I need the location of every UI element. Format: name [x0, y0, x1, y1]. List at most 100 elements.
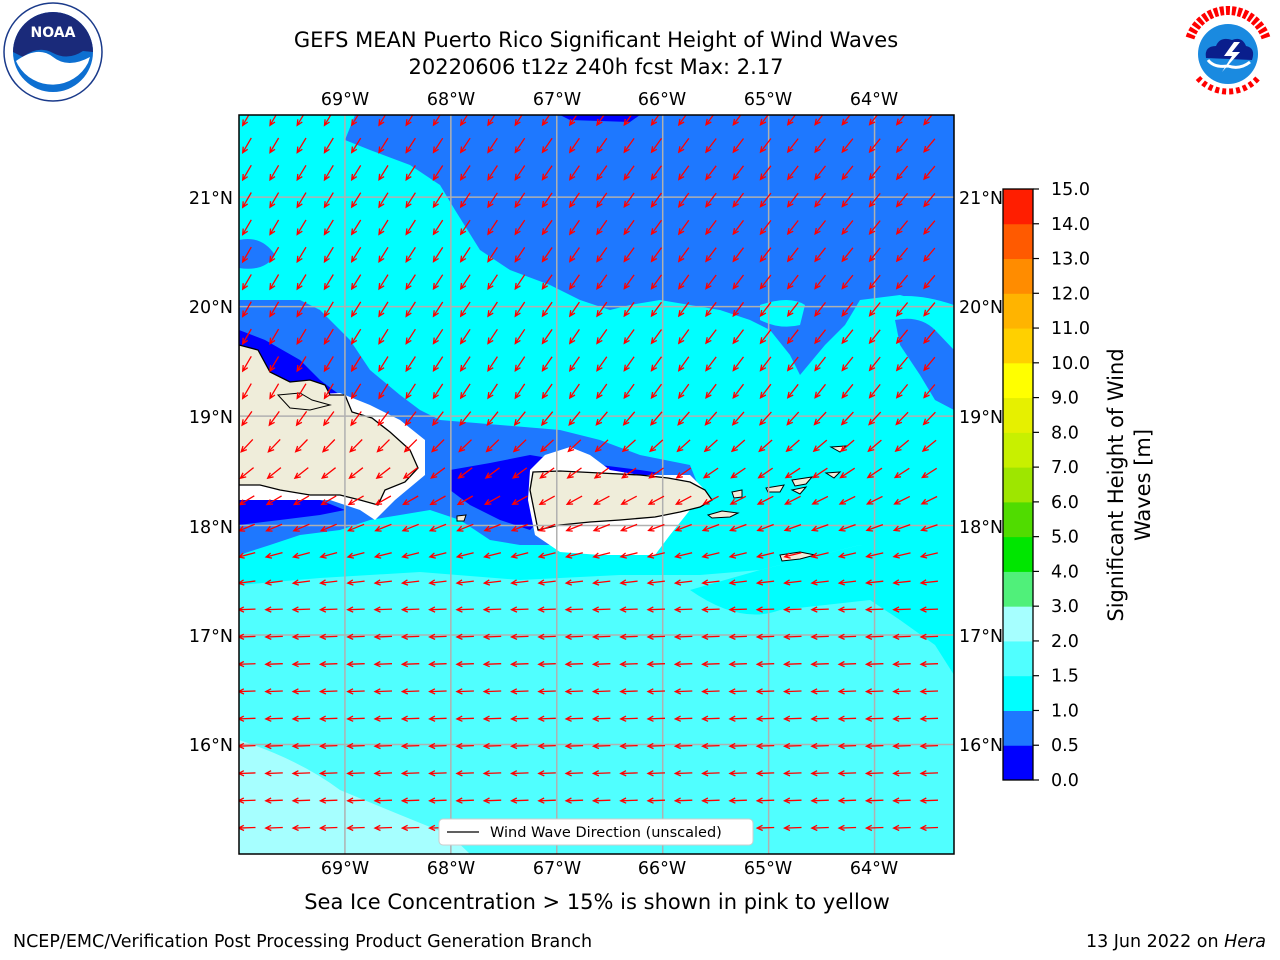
lat-left-label-4: 18°N	[189, 518, 233, 538]
wind-wave-arrow	[346, 770, 365, 777]
lat-right-label-5: 17°N	[959, 627, 1003, 647]
wind-wave-arrow	[756, 523, 774, 532]
wind-wave-arrow	[596, 165, 608, 181]
wind-wave-arrow	[841, 165, 854, 181]
wind-wave-arrow	[323, 274, 334, 291]
wind-wave-arrow	[403, 439, 418, 453]
wind-wave-arrow	[318, 824, 338, 832]
wind-wave-arrow	[814, 329, 827, 345]
wind-wave-arrow	[619, 660, 638, 668]
wind-wave-arrow	[239, 688, 256, 695]
wind-wave-arrow	[591, 633, 611, 640]
wind-wave-arrow	[755, 579, 775, 586]
wind-wave-arrow	[759, 274, 772, 290]
wind-wave-arrow	[400, 606, 420, 613]
chart-title: GEFS MEAN Puerto Rico Significant Height…	[293, 28, 899, 52]
wind-wave-arrow	[841, 138, 854, 154]
wind-wave-arrow	[783, 688, 802, 695]
wind-wave-arrow	[378, 219, 389, 236]
wind-wave-arrow	[568, 247, 580, 263]
wind-wave-arrow	[786, 220, 799, 236]
wind-wave-arrow	[239, 715, 256, 722]
lat-left-label-6: 16°N	[189, 736, 233, 756]
wind-wave-arrow	[486, 411, 499, 427]
wind-wave-arrow	[323, 164, 334, 182]
wind-wave-arrow	[511, 467, 528, 479]
wind-wave-arrow	[374, 495, 392, 506]
wind-wave-arrow	[373, 606, 393, 613]
wind-wave-arrow	[591, 770, 611, 777]
wind-wave-arrow	[405, 165, 416, 182]
wind-wave-arrow	[291, 606, 311, 613]
wind-wave-arrow	[810, 633, 829, 640]
wind-wave-arrow	[564, 770, 584, 777]
wind-wave-arrow	[346, 633, 365, 640]
wind-wave-arrow	[323, 219, 334, 236]
wind-wave-arrow	[564, 633, 584, 640]
wind-wave-arrow	[318, 770, 338, 777]
wind-wave-arrow	[677, 411, 690, 426]
colorbar-tick-label: 12.0	[1051, 284, 1090, 304]
wind-wave-arrow	[564, 660, 584, 668]
wind-wave-arrow	[596, 301, 608, 318]
wind-wave-arrow	[646, 579, 665, 586]
wind-wave-arrow	[296, 246, 307, 264]
wind-wave-arrow	[487, 328, 498, 345]
wind-wave-arrow	[428, 688, 447, 695]
wind-wave-arrow	[677, 356, 690, 372]
wind-wave-arrow	[264, 688, 283, 695]
wind-wave-arrow	[319, 551, 338, 559]
wind-wave-arrow	[841, 247, 854, 263]
wind-wave-arrow	[759, 165, 772, 181]
wind-wave-arrow	[921, 467, 938, 479]
wind-wave-arrow	[783, 824, 802, 832]
wind-wave-arrow	[295, 411, 308, 427]
colorbar-tick-label: 7.0	[1051, 458, 1079, 478]
wind-wave-arrow	[732, 165, 745, 181]
wind-wave-arrow	[541, 137, 553, 154]
wind-wave-arrow	[568, 192, 580, 209]
colorbar-segment	[1003, 432, 1033, 468]
wind-wave-arrow	[783, 660, 802, 668]
wind-wave-arrow	[892, 797, 911, 804]
wind-wave-arrow	[241, 301, 252, 318]
wind-wave-arrow	[866, 467, 883, 479]
wind-wave-arrow	[591, 660, 611, 668]
wind-wave-arrow	[292, 523, 310, 532]
wind-wave-arrow	[378, 246, 389, 263]
wind-wave-arrow	[482, 688, 502, 695]
wind-wave-arrow	[893, 467, 910, 479]
wind-wave-arrow	[810, 824, 829, 832]
wind-wave-arrow	[646, 742, 666, 750]
wind-wave-arrow	[432, 137, 444, 154]
wind-wave-arrow	[541, 356, 553, 372]
wind-wave-arrow	[568, 274, 580, 291]
wind-wave-arrow	[731, 411, 745, 426]
wind-wave-arrow	[728, 688, 747, 695]
colorbar-segment	[1003, 536, 1033, 572]
wind-wave-arrow	[405, 383, 416, 400]
wind-wave-arrow	[378, 165, 389, 182]
wind-wave-arrow	[346, 579, 365, 586]
wind-wave-arrow	[241, 219, 252, 236]
wind-wave-arrow	[318, 606, 338, 613]
wind-wave-arrow	[591, 606, 611, 613]
wind-wave-arrow	[350, 219, 362, 236]
wind-wave-arrow	[400, 715, 420, 722]
wind-wave-arrow	[484, 495, 501, 506]
wind-wave-arrow	[677, 329, 690, 345]
wind-wave-arrow	[759, 115, 769, 127]
nws-logo-icon	[1181, 5, 1275, 99]
wind-wave-arrow	[510, 660, 529, 668]
wind-wave-arrow	[265, 523, 283, 532]
wind-wave-arrow	[269, 137, 280, 154]
wind-wave-arrow	[432, 115, 441, 127]
wind-wave-direction-arrows	[239, 115, 939, 832]
wind-wave-arrow	[864, 742, 884, 750]
wind-wave-arrow	[402, 467, 418, 480]
wind-wave-arrow	[432, 356, 444, 373]
wind-wave-arrow	[373, 715, 393, 722]
wind-wave-arrow	[373, 770, 393, 777]
wind-wave-arrow	[429, 495, 446, 506]
wind-wave-arrow	[705, 329, 717, 345]
